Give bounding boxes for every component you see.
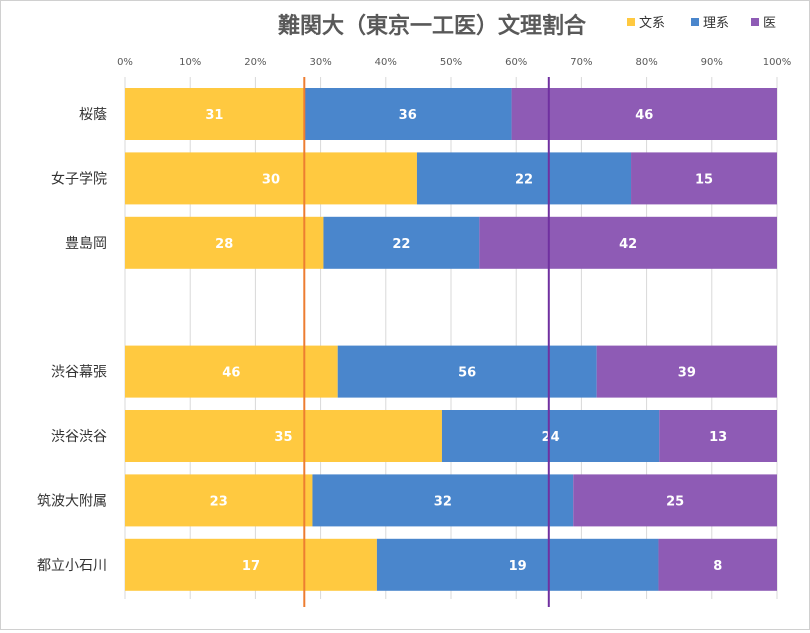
bar-segment bbox=[376, 538, 659, 591]
data-label: 30 bbox=[262, 172, 280, 187]
x-tick-labels: 0% 10% 20% 30% 40% 50% 60% 70% 80% 90% 100% bbox=[117, 57, 791, 68]
category-label: 豊島岡 bbox=[65, 236, 107, 252]
bar-segment bbox=[658, 538, 777, 591]
legend-label: 理系 bbox=[703, 16, 729, 31]
bar-segment bbox=[596, 345, 777, 398]
data-label: 24 bbox=[542, 430, 560, 445]
legend-swatch bbox=[751, 18, 759, 26]
bar-segment bbox=[125, 216, 324, 269]
legend-swatch bbox=[627, 18, 635, 26]
data-label: 19 bbox=[509, 559, 527, 574]
category-label: 筑波大附属 bbox=[37, 493, 107, 509]
bar-segment bbox=[312, 474, 574, 527]
bar-segment bbox=[323, 216, 480, 269]
bar-segment bbox=[441, 410, 660, 462]
data-label: 32 bbox=[434, 494, 452, 509]
data-label: 22 bbox=[392, 237, 410, 252]
bar-segment bbox=[416, 152, 632, 205]
reference-lines bbox=[303, 77, 550, 607]
bar-segment bbox=[125, 345, 338, 398]
data-label: 25 bbox=[666, 494, 684, 509]
bar-segment bbox=[631, 152, 777, 205]
bar-segment bbox=[303, 88, 512, 140]
data-label: 39 bbox=[678, 366, 696, 381]
bar-segment bbox=[659, 410, 777, 462]
legend: 文系 理系 医 bbox=[627, 16, 776, 31]
bar-segment bbox=[125, 538, 377, 591]
category-label: 渋谷幕張 bbox=[51, 365, 107, 381]
x-tick-label: 20% bbox=[244, 57, 266, 68]
data-label: 23 bbox=[210, 494, 228, 509]
bar-segment bbox=[125, 410, 442, 462]
data-label: 13 bbox=[709, 430, 727, 445]
chart-title: 難関大（東京一工医）文理割合 bbox=[278, 13, 587, 39]
data-label: 8 bbox=[713, 559, 722, 574]
bar-segment bbox=[125, 474, 313, 527]
legend-label: 文系 bbox=[639, 16, 665, 31]
bar-segment bbox=[337, 345, 597, 398]
data-label: 56 bbox=[458, 366, 476, 381]
x-tick-label: 70% bbox=[570, 57, 592, 68]
x-tick-label: 10% bbox=[179, 57, 201, 68]
x-tick-label: 0% bbox=[117, 57, 133, 68]
x-tick-label: 100% bbox=[763, 57, 792, 68]
bar-segment bbox=[511, 88, 777, 140]
data-label: 35 bbox=[274, 430, 292, 445]
data-label: 17 bbox=[242, 559, 260, 574]
x-tick-label: 50% bbox=[440, 57, 462, 68]
x-tick-label: 80% bbox=[635, 57, 657, 68]
bar-segment bbox=[479, 216, 777, 269]
bars: 31 36 46 30 22 15 28 22 42 46 56 39 35 24 13 23 32 25 17 19… bbox=[125, 88, 777, 591]
bar-segment bbox=[125, 88, 304, 140]
x-tick-label: 30% bbox=[309, 57, 331, 68]
bar-segment bbox=[125, 152, 417, 205]
data-label: 36 bbox=[399, 108, 417, 123]
category-label: 都立小石川 bbox=[37, 558, 107, 574]
data-label: 42 bbox=[619, 237, 637, 252]
category-label: 桜蔭 bbox=[79, 107, 107, 123]
legend-swatch bbox=[691, 18, 699, 26]
x-tick-label: 90% bbox=[701, 57, 723, 68]
category-label: 女子学院 bbox=[51, 170, 107, 187]
data-label: 22 bbox=[515, 172, 533, 187]
category-label: 渋谷渋谷 bbox=[51, 429, 107, 445]
data-label: 46 bbox=[222, 366, 240, 381]
data-label: 28 bbox=[215, 237, 233, 252]
legend-label: 医 bbox=[763, 16, 776, 31]
x-tick-label: 40% bbox=[375, 57, 397, 68]
data-label: 31 bbox=[205, 108, 223, 123]
data-label: 46 bbox=[635, 108, 653, 123]
bar-segment bbox=[573, 474, 777, 527]
data-label: 15 bbox=[695, 172, 713, 187]
x-tick-label: 60% bbox=[505, 57, 527, 68]
